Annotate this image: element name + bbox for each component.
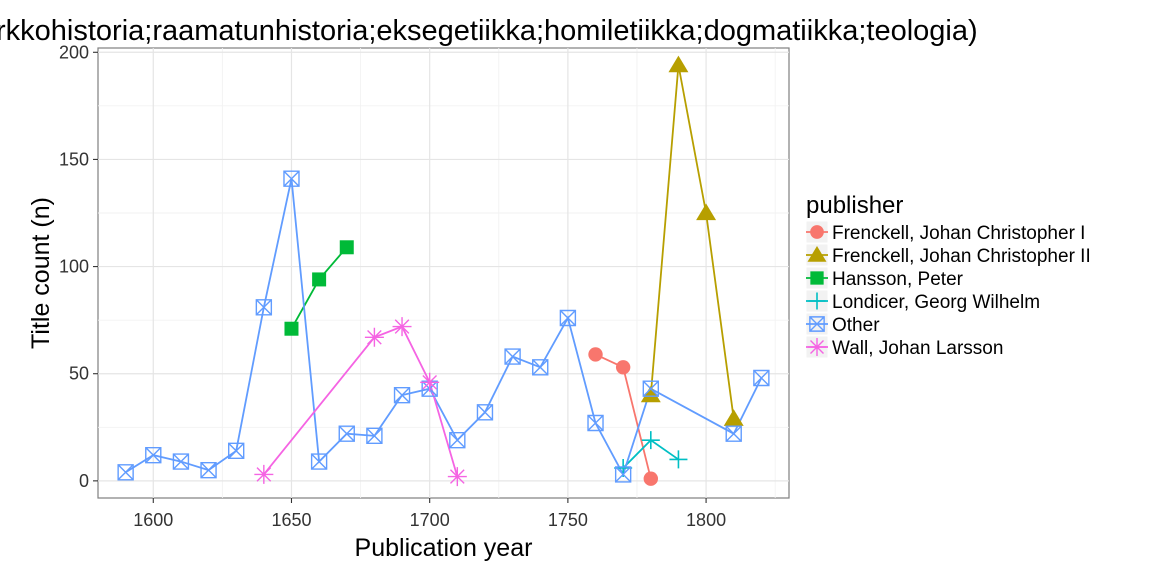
x-tick-label: 1650	[271, 510, 311, 530]
data-point-series-2	[312, 272, 327, 287]
y-tick-label: 100	[59, 257, 89, 277]
data-point-series-4	[476, 404, 494, 421]
legend-label: Wall, Johan Larsson	[832, 338, 1003, 359]
y-tick-label: 50	[69, 364, 89, 384]
data-point-series-4	[504, 348, 521, 365]
legend-label: Frenckell, Johan Christopher I	[832, 223, 1085, 244]
data-point-series-5	[254, 464, 274, 484]
data-point-series-1	[640, 385, 661, 403]
data-point-series-4	[587, 414, 604, 432]
data-point-series-4	[393, 386, 411, 404]
grid-lines	[98, 48, 789, 498]
data-point-series-0	[588, 347, 603, 362]
data-point-series-1	[696, 203, 717, 221]
data-point-series-0	[615, 360, 631, 375]
legend-item: Frenckell, Johan Christopher II	[805, 243, 1091, 267]
legend-label: Other	[832, 315, 880, 336]
data-point-series-4	[310, 453, 328, 470]
data-point-series-4	[725, 425, 742, 442]
legend-key-marker	[809, 316, 825, 332]
legend-item: Hansson, Peter	[805, 266, 964, 290]
data-point-series-1	[668, 55, 689, 73]
series-line-1	[649, 64, 735, 419]
data-point-series-4	[172, 453, 190, 470]
x-axis-label: Publication year	[355, 534, 533, 562]
x-tick-label: 1700	[410, 510, 450, 530]
data-point-series-3	[641, 431, 660, 450]
legend-item: Londicer, Georg Wilhelm	[805, 289, 1040, 313]
legend-key-marker	[810, 225, 824, 239]
data-point-series-1	[723, 409, 744, 426]
x-tick-label: 1800	[686, 510, 726, 530]
data-point-series-4	[614, 466, 632, 483]
x-tick-label: 1600	[133, 510, 173, 530]
legend-key-marker	[810, 271, 824, 285]
series-line-4	[125, 178, 763, 477]
data-point-series-5	[420, 372, 440, 392]
legend-label: Hansson, Peter	[832, 269, 964, 290]
x-tick-label: 1750	[548, 510, 588, 530]
data-point-series-2	[339, 240, 354, 255]
data-point-series-5	[392, 317, 412, 337]
data-point-series-4	[200, 461, 217, 479]
legend: publisher Frenckell, Johan Christopher I…	[805, 192, 1091, 359]
chart-title: rkkohistoria;raamatunhistoria;eksegetiik…	[0, 15, 978, 47]
data-point-series-4	[366, 427, 383, 445]
legend-item: Frenckell, Johan Christopher I	[805, 220, 1085, 244]
data-point-series-4	[449, 431, 466, 449]
data-point-series-4	[532, 359, 549, 376]
series-markers	[117, 55, 770, 487]
data-point-series-4	[145, 446, 162, 464]
legend-key-marker	[807, 245, 827, 262]
data-point-series-0	[643, 471, 658, 486]
y-tick-label: 150	[59, 149, 89, 169]
legend-label: Londicer, Georg Wilhelm	[832, 292, 1040, 313]
y-tick-label: 0	[79, 471, 89, 491]
data-point-series-4	[283, 170, 300, 187]
data-point-series-4	[117, 464, 134, 481]
y-tick-label: 200	[59, 42, 89, 62]
data-point-series-2	[284, 321, 299, 336]
data-point-series-3	[669, 450, 688, 469]
data-point-series-4	[559, 309, 577, 327]
legend-label: Frenckell, Johan Christopher II	[832, 246, 1091, 267]
data-point-series-4	[338, 425, 355, 442]
data-point-series-4	[255, 299, 273, 316]
legend-title: publisher	[806, 192, 903, 219]
legend-key-marker	[807, 337, 827, 357]
data-point-series-4	[642, 380, 659, 397]
y-axis-label: Title count (n)	[27, 197, 55, 349]
axis-ticks: 1600 1650 1700 1750 1800 0 50 100 150 200	[59, 42, 726, 530]
legend-item: Other	[805, 312, 880, 336]
data-point-series-5	[447, 467, 467, 487]
legend-item: Wall, Johan Larsson	[805, 335, 1003, 359]
data-point-series-4	[753, 369, 770, 387]
data-point-series-4	[228, 442, 245, 460]
data-point-series-5	[364, 327, 384, 347]
legend-key-marker	[808, 292, 826, 310]
